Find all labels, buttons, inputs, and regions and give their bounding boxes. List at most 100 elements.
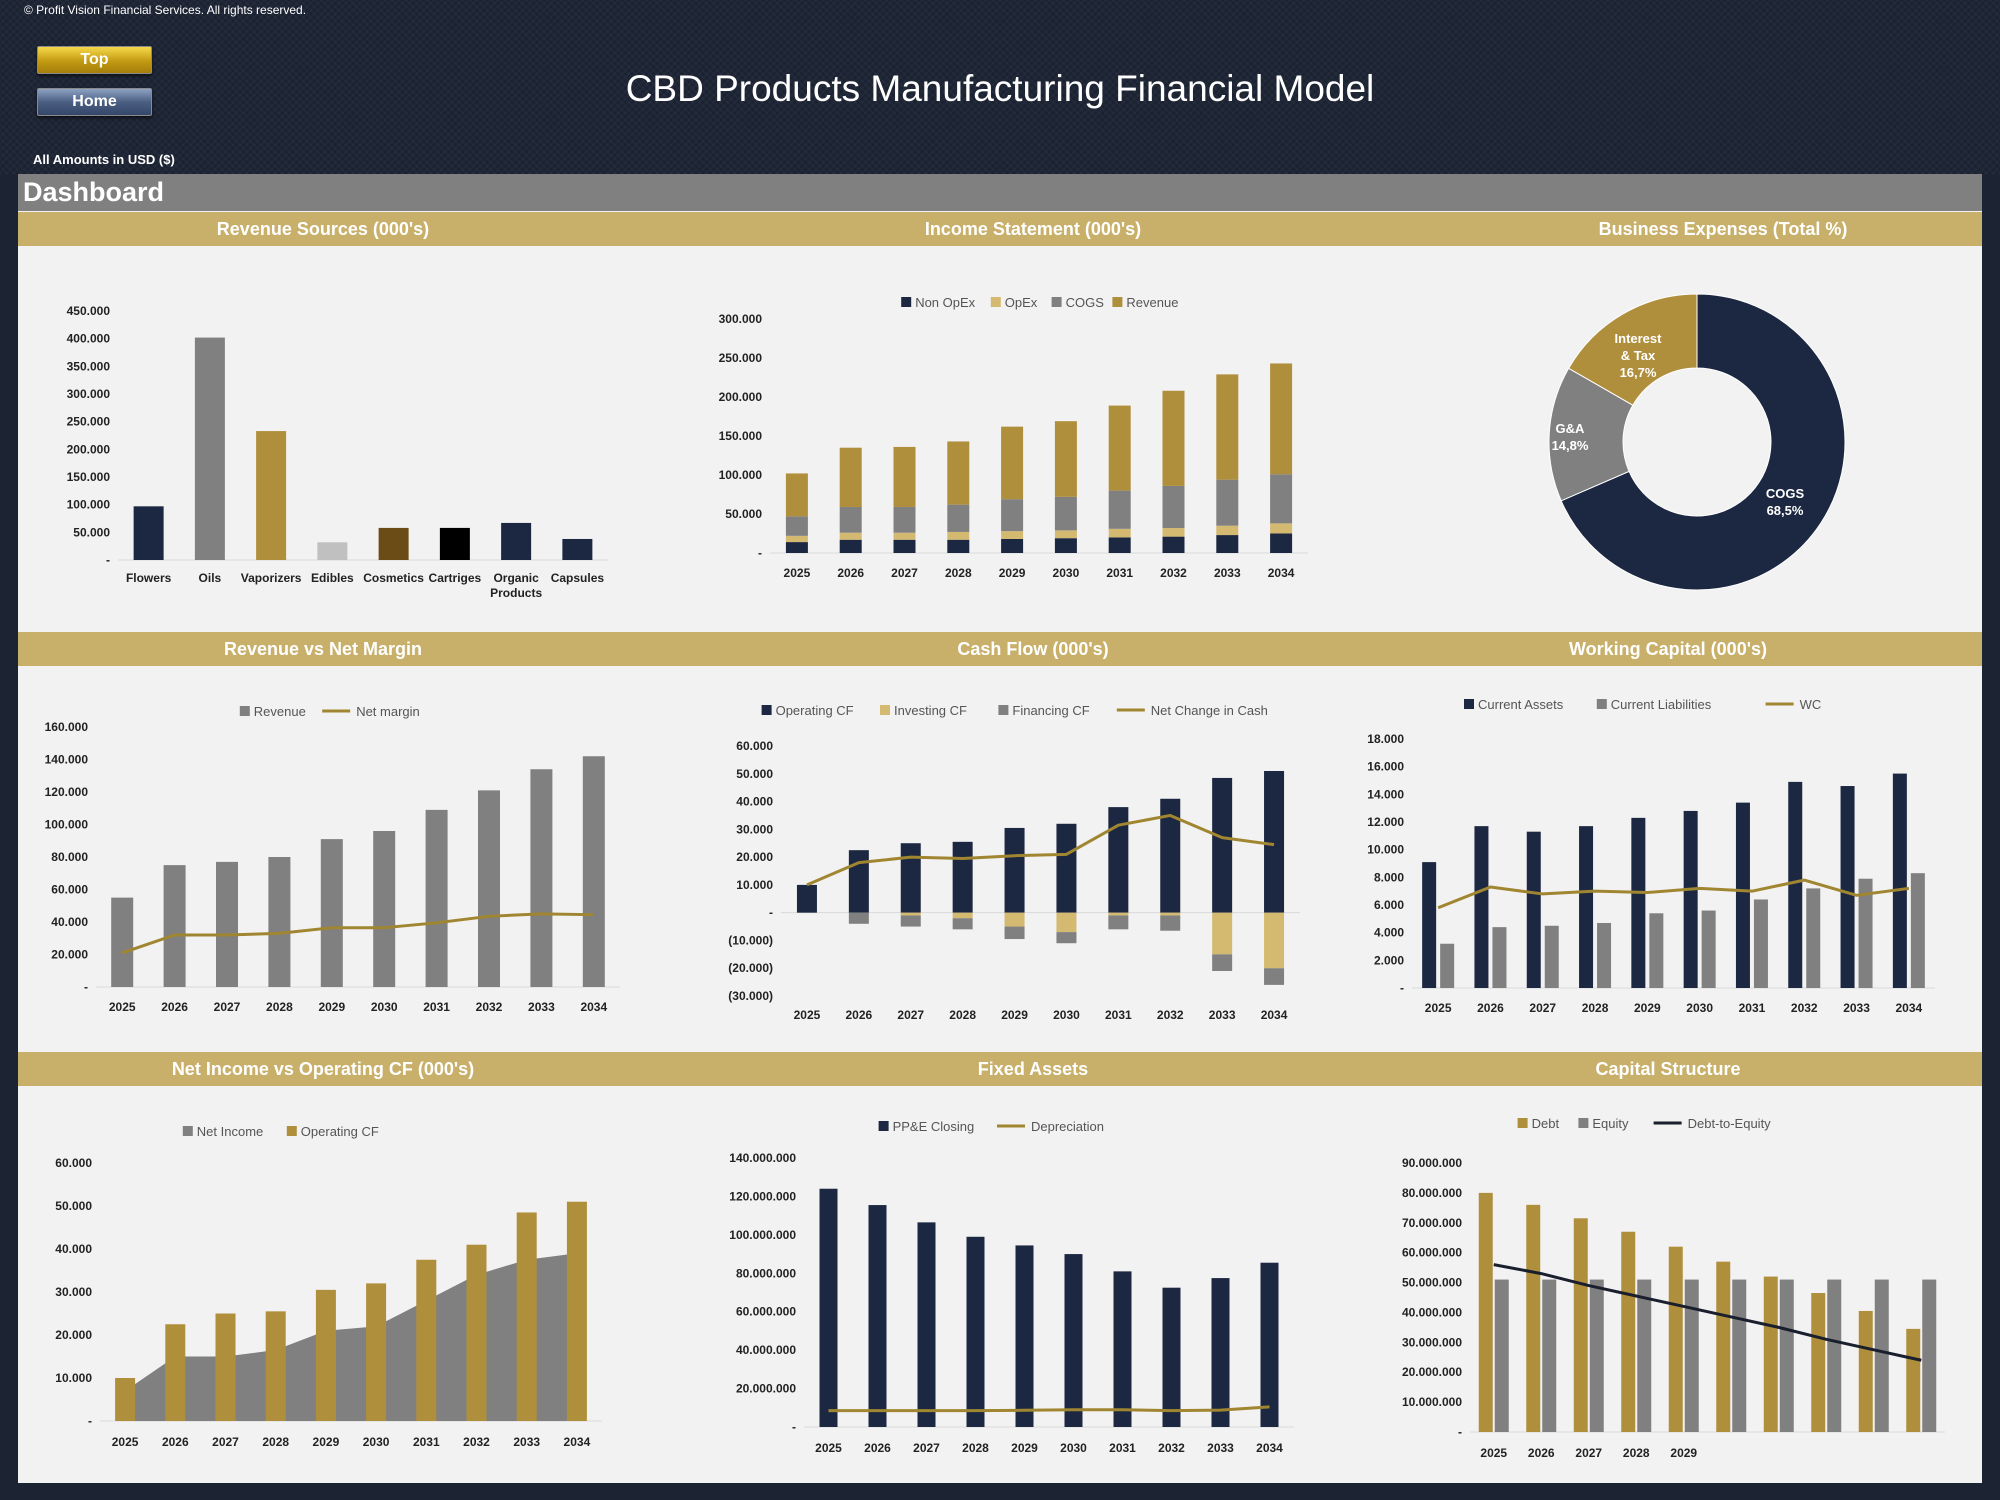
bar-revenue-2027 — [216, 861, 238, 987]
x-tick-label: 2030 — [1686, 1001, 1713, 1015]
bar-operating-cf-2029 — [1004, 827, 1025, 913]
bar-financing-cf-2029 — [1004, 926, 1025, 940]
bar-non-opex-2025 — [785, 542, 808, 553]
bar-organic-products — [501, 522, 532, 560]
bar-operating-cf-2025 — [115, 1378, 136, 1421]
y-tick-label: 50.000 — [725, 507, 762, 521]
x-tick-label: 2028 — [949, 1008, 976, 1022]
bar-equity-4 — [1637, 1279, 1652, 1432]
y-tick-label: 50.000 — [73, 525, 110, 539]
y-tick-label: 200.000 — [67, 442, 111, 456]
bar-debt-2 — [1526, 1204, 1541, 1432]
legend-swatch — [1464, 699, 1474, 709]
x-tick-label: 2028 — [1623, 1446, 1650, 1460]
donut-label: Interest — [1615, 331, 1663, 346]
bar-non-opex-2026 — [839, 539, 862, 553]
y-tick-label: 100.000 — [45, 818, 89, 832]
y-tick-label: - — [758, 546, 762, 560]
y-tick-label: 10.000 — [1367, 843, 1404, 857]
x-tick-label: 2031 — [1109, 1441, 1136, 1455]
chart-title-revenue-sources: Revenue Sources (000's) — [216, 219, 430, 239]
x-tick-label: 2029 — [1634, 1001, 1661, 1015]
y-tick-label: 60.000.000 — [1402, 1246, 1462, 1260]
bar-ppe-closing-2028 — [966, 1236, 985, 1427]
bar-opex-2029 — [1001, 531, 1024, 539]
dashboard-content — [18, 211, 1982, 1483]
section-band-row-3: Net Income vs Operating CF (000's) Fixed… — [18, 1052, 1982, 1086]
bar-revenue-2031 — [425, 809, 448, 987]
legend-swatch — [1517, 1118, 1528, 1128]
currency-note: All Amounts in USD ($) — [33, 152, 175, 167]
bar-equity-7 — [1779, 1279, 1794, 1432]
donut-label: COGS — [1766, 486, 1805, 501]
bar-financing-cf-2034 — [1264, 968, 1285, 985]
bar-investing-cf-2033 — [1212, 912, 1233, 955]
x-tick-label: Products — [490, 586, 542, 600]
bar-oils — [194, 337, 225, 560]
x-tick-label: 2027 — [897, 1008, 924, 1022]
bar-current-assets-2029 — [1631, 817, 1646, 988]
bar-debt-8 — [1811, 1293, 1826, 1432]
x-tick-label: Capsules — [551, 571, 605, 585]
y-tick-label: 120.000 — [45, 785, 89, 799]
x-tick-label: 2034 — [580, 1000, 607, 1014]
x-tick-label: 2025 — [112, 1435, 139, 1449]
bar-operating-cf-2029 — [315, 1289, 336, 1421]
x-tick-label: 2026 — [845, 1008, 872, 1022]
x-tick-label: 2027 — [1575, 1446, 1602, 1460]
y-tick-label: 20.000.000 — [736, 1382, 796, 1396]
chart-title-income-statement: Income Statement (000's) — [924, 219, 1142, 239]
legend-entry: Financing CF — [1012, 703, 1089, 718]
y-tick-label: 150.000 — [67, 470, 111, 484]
x-tick-label: 2027 — [212, 1435, 239, 1449]
y-tick-label: - — [88, 1414, 92, 1428]
x-tick-label: 2029 — [1670, 1446, 1697, 1460]
bar-cogs-2030 — [1054, 496, 1077, 531]
bar-ppe-closing-2026 — [868, 1205, 887, 1427]
bar-current-liabilities-2032 — [1806, 888, 1821, 988]
y-tick-label: 90.000.000 — [1402, 1156, 1462, 1170]
legend-swatch — [761, 705, 772, 715]
y-tick-label: 60.000 — [55, 1156, 92, 1170]
y-tick-label: 50.000 — [55, 1199, 92, 1213]
x-tick-label: 2025 — [815, 1441, 842, 1455]
x-tick-label: 2025 — [109, 1000, 136, 1014]
bar-non-opex-2034 — [1270, 533, 1293, 553]
y-tick-label: 60.000.000 — [736, 1305, 796, 1319]
y-tick-label: 80.000 — [51, 850, 88, 864]
y-tick-label: - — [106, 553, 110, 567]
x-tick-label: 2026 — [162, 1435, 189, 1449]
bar-current-liabilities-2026 — [1492, 927, 1507, 988]
x-tick-label: 2028 — [262, 1435, 289, 1449]
x-tick-label: Edibles — [311, 571, 354, 585]
bar-cogs-2029 — [1001, 499, 1024, 532]
bar-current-assets-2030 — [1683, 810, 1698, 988]
y-tick-label: - — [769, 906, 773, 920]
x-tick-label: 2034 — [564, 1435, 591, 1449]
x-tick-label: Organic — [493, 571, 539, 585]
bar-investing-cf-2034 — [1264, 912, 1285, 969]
bar-debt-3 — [1573, 1218, 1588, 1432]
area-net-income — [125, 1253, 577, 1421]
legend-entry: Revenue — [1126, 295, 1178, 310]
legend-swatch — [1051, 297, 1062, 307]
bar-revenue-2033 — [1216, 374, 1239, 480]
bar-current-liabilities-2034 — [1910, 873, 1925, 988]
y-tick-label: (10.000) — [728, 933, 773, 947]
legend-entry: Current Liabilities — [1611, 697, 1712, 712]
x-tick-label: 2033 — [1214, 566, 1241, 580]
y-tick-label: 140.000 — [45, 753, 89, 767]
bar-revenue-2027 — [893, 446, 916, 507]
bar-operating-cf-2032 — [466, 1244, 487, 1421]
legend-swatch — [182, 1126, 193, 1136]
line-net-change-in-cash — [806, 813, 1275, 887]
donut-slice-interest-tax — [1567, 293, 1698, 406]
home-button[interactable]: Home — [37, 88, 152, 116]
x-tick-label: 2031 — [423, 1000, 450, 1014]
x-tick-label: 2031 — [1105, 1008, 1132, 1022]
x-tick-label: 2032 — [1791, 1001, 1818, 1015]
top-button[interactable]: Top — [37, 46, 152, 74]
x-tick-label: 2031 — [413, 1435, 440, 1449]
bar-current-assets-2031 — [1735, 802, 1750, 988]
bar-revenue-2029 — [320, 839, 343, 987]
